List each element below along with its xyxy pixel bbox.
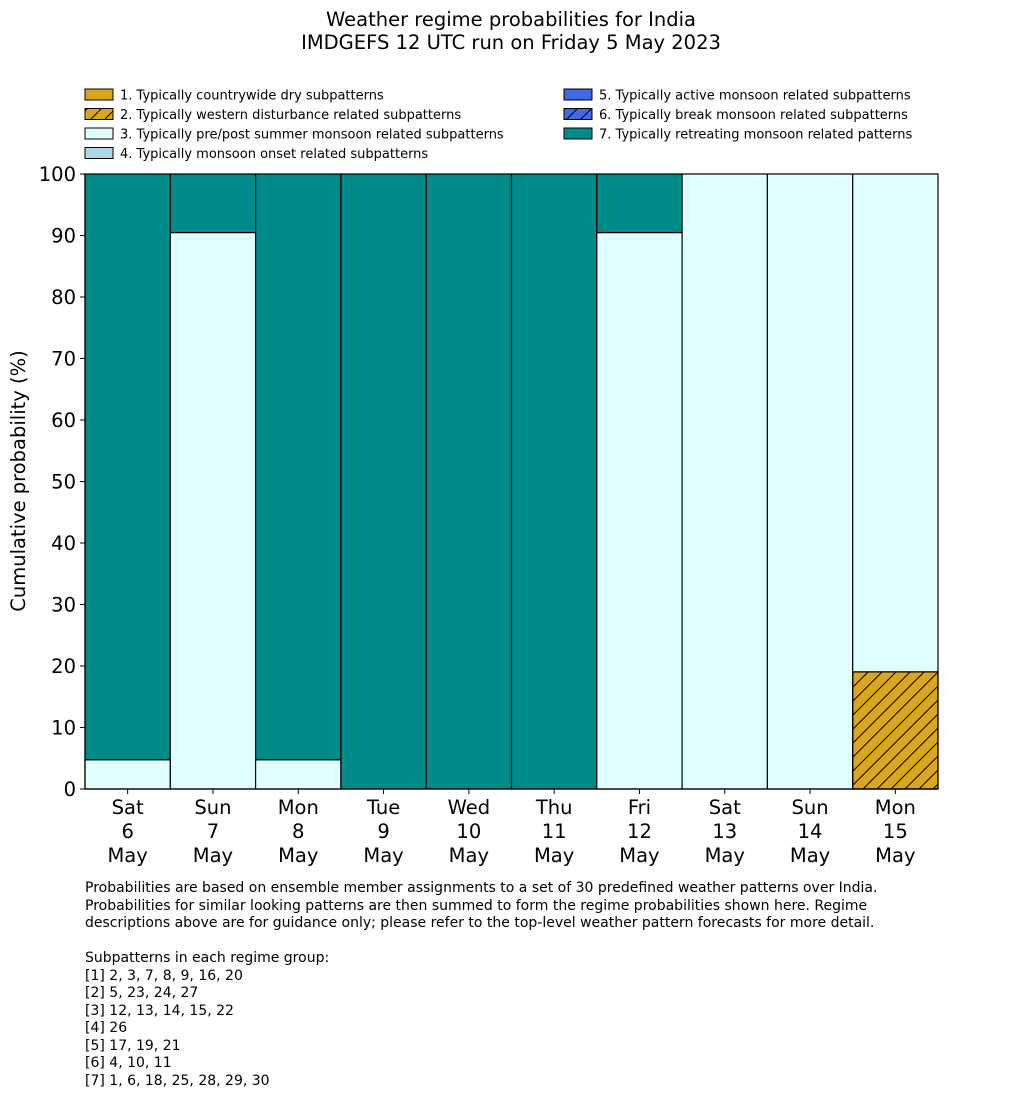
x-tick-label: 13 — [712, 820, 737, 843]
y-tick-label: 10 — [51, 717, 76, 740]
legend-label-7: 7. Typically retreating monsoon related … — [599, 128, 912, 143]
bar-segment-3 — [84, 759, 171, 790]
footnote-line: [5] 17, 19, 21 — [85, 1037, 181, 1054]
chart-title-line-2: IMDGEFS 12 UTC run on Friday 5 May 2023 — [301, 31, 721, 54]
bar-segment-7 — [255, 173, 342, 761]
legend-swatch-7 — [563, 127, 593, 140]
footnote-line: [4] 26 — [85, 1020, 128, 1036]
chart-title-line-1: Weather regime probabilities for India — [326, 8, 696, 31]
x-tick-label: Fri — [628, 796, 651, 819]
y-tick-label: 80 — [51, 286, 76, 309]
legend-swatch-1 — [84, 88, 114, 101]
y-tick-label: 30 — [51, 594, 76, 617]
legend-label-2: 2. Typically western disturbance related… — [120, 108, 461, 123]
bar-segment-3 — [255, 759, 342, 790]
legend-label-3: 3. Typically pre/post summer monsoon rel… — [120, 128, 504, 143]
bars — [84, 173, 939, 790]
bar-segment-7 — [84, 173, 171, 761]
x-tick-label: May — [278, 844, 318, 867]
x-tick-label: Mon — [278, 796, 319, 819]
x-tick-label: Sun — [791, 796, 828, 819]
legend-hatch-2 — [84, 108, 114, 120]
bar-segment-7 — [340, 173, 427, 790]
axes: Sat6MaySun7MayMon8MayTue9MayWed10MayThu1… — [39, 163, 938, 867]
footnote-line: [3] 12, 13, 14, 15, 22 — [85, 1002, 234, 1019]
x-tick-label: Tue — [366, 796, 400, 819]
y-tick-label: 100 — [39, 163, 76, 186]
x-tick-label: 8 — [292, 820, 304, 843]
bar-hatch-2 — [852, 671, 939, 790]
x-tick-label: 14 — [798, 820, 823, 843]
x-tick-label: Sat — [112, 796, 144, 819]
legend-swatch-4 — [84, 147, 114, 159]
bar-segment-7 — [596, 173, 683, 234]
y-tick-label: 0 — [64, 778, 76, 801]
x-tick-label: May — [534, 844, 574, 867]
x-tick-label: May — [363, 844, 403, 867]
y-tick-label: 60 — [51, 409, 76, 432]
legend-label-1: 1. Typically countrywide dry subpatterns — [120, 89, 384, 104]
bar-segment-3 — [596, 231, 683, 790]
legend-swatch-5 — [563, 88, 593, 101]
bar-segment-7 — [510, 173, 598, 790]
x-tick-label: 11 — [542, 820, 567, 843]
x-tick-label: 15 — [883, 820, 908, 843]
x-tick-label: May — [790, 844, 830, 867]
x-tick-label: Thu — [535, 796, 573, 819]
footnote-line: [1] 2, 3, 7, 8, 9, 16, 20 — [85, 967, 243, 984]
footnote-line: Subpatterns in each regime group: — [85, 950, 330, 966]
x-tick-label: Sun — [194, 796, 231, 819]
x-tick-label: May — [619, 844, 659, 867]
x-tick-label: 12 — [627, 820, 652, 843]
legend: 1. Typically countrywide dry subpatterns… — [84, 88, 912, 162]
x-tick-label: 7 — [207, 820, 219, 843]
y-tick-label: 20 — [51, 655, 76, 678]
bar-segment-3 — [681, 173, 768, 790]
y-tick-label: 70 — [51, 348, 76, 371]
footnote-line: Probabilities are based on ensemble memb… — [85, 880, 878, 896]
x-tick-label: Sat — [709, 796, 741, 819]
y-tick-label: 90 — [51, 225, 76, 248]
y-tick-label: 40 — [51, 532, 76, 555]
footnote-line: [7] 1, 6, 18, 25, 28, 29, 30 — [85, 1072, 270, 1089]
x-tick-label: May — [193, 844, 233, 867]
legend-label-4: 4. Typically monsoon onset related subpa… — [120, 147, 428, 162]
bar-segment-3 — [852, 173, 939, 673]
x-tick-label: May — [449, 844, 489, 867]
legend-swatch-3 — [84, 127, 114, 140]
footnote-line: [2] 5, 23, 24, 27 — [85, 985, 199, 1001]
x-tick-label: 6 — [121, 820, 133, 843]
bar-segment-3 — [169, 231, 257, 790]
x-tick-label: Wed — [448, 796, 491, 819]
x-tick-label: May — [107, 844, 147, 867]
footnote-line: Probabilities for similar looking patter… — [85, 897, 868, 914]
bar-segment-7 — [425, 173, 513, 790]
bar-segment-3 — [766, 173, 854, 790]
x-tick-label: May — [705, 844, 745, 867]
legend-hatch-6 — [563, 108, 593, 120]
footnotes: Probabilities are based on ensemble memb… — [85, 880, 877, 1090]
footnote-line: descriptions above are for guidance only… — [85, 915, 875, 931]
legend-label-5: 5. Typically active monsoon related subp… — [599, 89, 911, 104]
legend-label-6: 6. Typically break monsoon related subpa… — [599, 108, 908, 123]
x-tick-label: May — [875, 844, 915, 867]
footnote-line — [85, 933, 877, 951]
y-tick-label: 50 — [51, 471, 76, 494]
x-tick-label: 10 — [456, 820, 481, 843]
y-axis-label: Cumulative probability (%) — [7, 350, 30, 611]
footnote-line: [6] 4, 10, 11 — [85, 1055, 172, 1071]
x-tick-label: 9 — [377, 820, 389, 843]
bar-segment-7 — [169, 173, 257, 234]
x-tick-label: Mon — [875, 796, 916, 819]
